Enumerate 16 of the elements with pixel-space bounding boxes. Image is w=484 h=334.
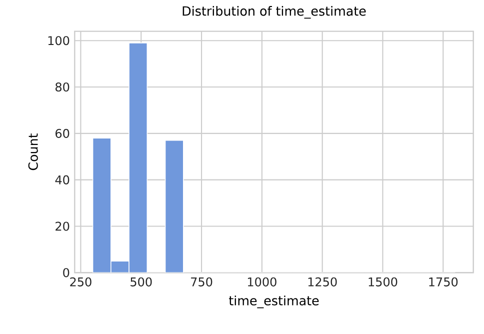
y-tick-label: 100 <box>48 36 70 46</box>
y-tick-label: 0 <box>63 268 70 278</box>
chart-title: Distribution of time_estimate <box>182 6 366 19</box>
x-tick-label: 750 <box>191 277 212 286</box>
x-tick-label: 1750 <box>429 277 458 286</box>
y-tick-label: 80 <box>56 82 70 92</box>
x-tick-label: 500 <box>130 277 152 286</box>
x-tick-label: 1250 <box>308 277 337 286</box>
x-tick-label: 250 <box>70 277 92 286</box>
x-tick-label: 1000 <box>248 277 276 286</box>
y-tick-label: 40 <box>55 175 70 184</box>
y-tick-label: 20 <box>56 222 70 231</box>
y-axis-title: Count <box>28 133 38 170</box>
y-tick-label: 60 <box>56 128 70 138</box>
x-axis-title: time_estimate <box>228 296 319 308</box>
x-tick-label: 1500 <box>368 277 398 286</box>
